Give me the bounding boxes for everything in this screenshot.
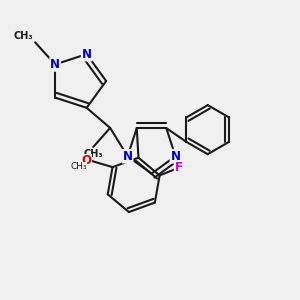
Text: N: N (123, 150, 133, 163)
Text: F: F (175, 161, 183, 174)
Text: CH₃: CH₃ (83, 149, 103, 159)
Text: N: N (82, 48, 92, 61)
Text: CH₃: CH₃ (70, 162, 87, 171)
Text: N: N (170, 150, 181, 163)
Text: CH₃: CH₃ (13, 31, 33, 41)
Text: O: O (82, 154, 92, 167)
Text: N: N (50, 58, 60, 71)
